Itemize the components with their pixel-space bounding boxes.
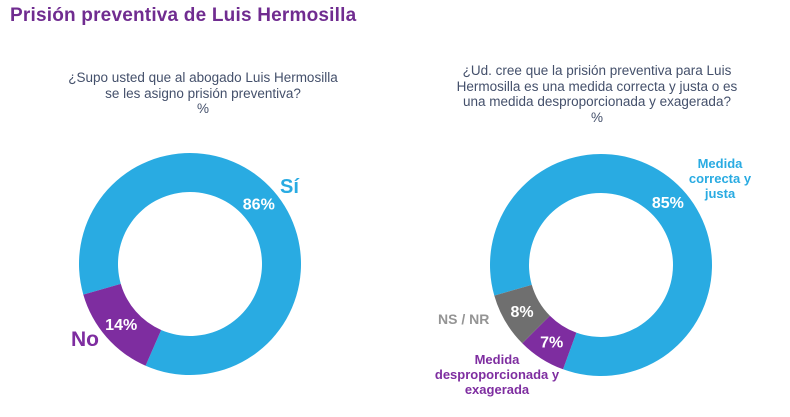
question-left-line1: ¿Supo usted que al abogado Luis Hermosil… — [68, 70, 338, 85]
percentage-label: 7% — [540, 335, 563, 352]
percentage-label: 86% — [243, 196, 275, 213]
donut-segment — [83, 283, 162, 366]
percentage-label: 14% — [105, 317, 137, 334]
question-right-line2: Hermosilla es una medida correcta y just… — [456, 78, 738, 94]
question-left-unit: % — [196, 101, 209, 116]
label-si: Sí — [280, 176, 299, 198]
label-no: No — [71, 328, 99, 351]
label-ns-nr: NS / NR — [438, 311, 490, 327]
donut-segment — [522, 315, 577, 370]
donut-segment — [79, 153, 302, 376]
donut-chart-right: 85% 7% 8% — [489, 154, 712, 377]
label-medida-correcta: Medida correcta y justa — [688, 156, 752, 201]
question-left: ¿Supo usted que al abogado Luis Hermosil… — [25, 70, 381, 117]
label-medida-desproporcionada: Medida desproporcionada y exagerada — [434, 352, 560, 397]
question-right: ¿Ud. cree que la prisión preventiva para… — [417, 63, 777, 125]
donut-chart-left: 86% 14% — [79, 153, 302, 376]
question-right-line3: una medida desproporcionada y exagerada? — [463, 94, 731, 109]
percentage-label: 85% — [652, 195, 684, 212]
donut-segment — [494, 284, 550, 344]
percentage-label: 8% — [511, 304, 534, 321]
question-right-line1: ¿Ud. cree que la prisión preventiva para… — [462, 63, 732, 78]
donut-segment — [489, 154, 712, 377]
page-title: Prisión preventiva de Luis Hermosilla — [10, 5, 357, 26]
question-right-unit: % — [590, 109, 603, 125]
question-left-line2: se les asigno prisión preventiva? — [105, 85, 301, 101]
